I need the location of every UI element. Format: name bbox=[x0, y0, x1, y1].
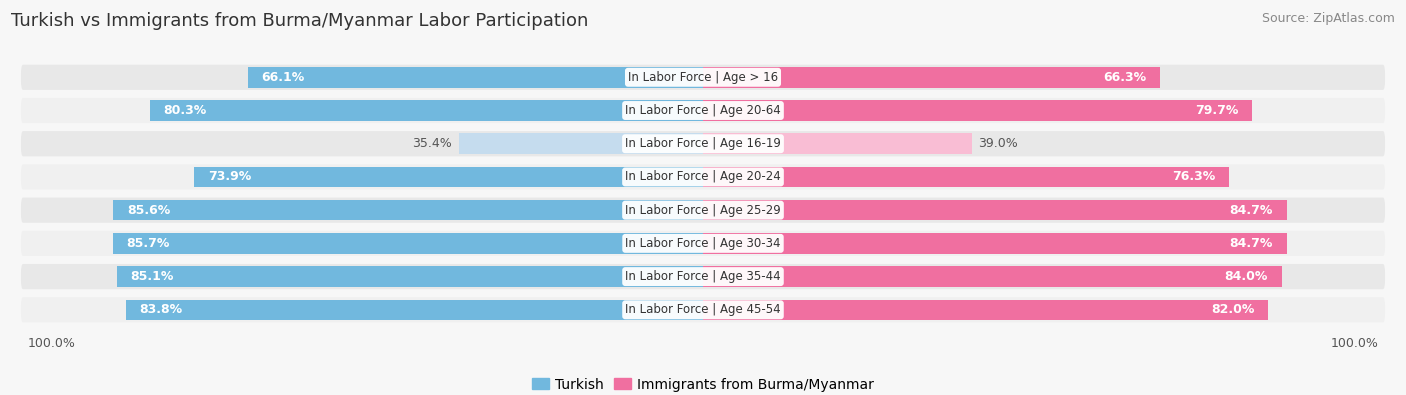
Bar bbox=[112, 233, 703, 254]
FancyBboxPatch shape bbox=[21, 131, 1385, 156]
Text: 84.7%: 84.7% bbox=[1229, 237, 1272, 250]
Bar bbox=[114, 200, 703, 220]
FancyBboxPatch shape bbox=[21, 198, 1385, 223]
Bar bbox=[703, 134, 972, 154]
Bar bbox=[703, 100, 1253, 121]
Bar bbox=[703, 67, 1160, 88]
Bar bbox=[460, 134, 703, 154]
Bar bbox=[703, 233, 1286, 254]
Text: 39.0%: 39.0% bbox=[979, 137, 1018, 150]
Text: 100.0%: 100.0% bbox=[1330, 337, 1378, 350]
Text: 79.7%: 79.7% bbox=[1195, 104, 1239, 117]
Bar bbox=[703, 299, 1268, 320]
Bar bbox=[703, 200, 1286, 220]
Text: Turkish vs Immigrants from Burma/Myanmar Labor Participation: Turkish vs Immigrants from Burma/Myanmar… bbox=[11, 12, 589, 30]
Text: 84.0%: 84.0% bbox=[1225, 270, 1268, 283]
Text: 35.4%: 35.4% bbox=[412, 137, 453, 150]
Text: 66.3%: 66.3% bbox=[1102, 71, 1146, 84]
Text: 85.7%: 85.7% bbox=[127, 237, 170, 250]
FancyBboxPatch shape bbox=[21, 231, 1385, 256]
Text: 76.3%: 76.3% bbox=[1171, 170, 1215, 183]
Text: 85.1%: 85.1% bbox=[131, 270, 174, 283]
Text: In Labor Force | Age 20-64: In Labor Force | Age 20-64 bbox=[626, 104, 780, 117]
Text: 66.1%: 66.1% bbox=[262, 71, 305, 84]
Legend: Turkish, Immigrants from Burma/Myanmar: Turkish, Immigrants from Burma/Myanmar bbox=[527, 372, 879, 395]
Text: 73.9%: 73.9% bbox=[208, 170, 250, 183]
Text: In Labor Force | Age 16-19: In Labor Force | Age 16-19 bbox=[626, 137, 780, 150]
FancyBboxPatch shape bbox=[21, 164, 1385, 190]
Bar bbox=[117, 266, 703, 287]
Text: 85.6%: 85.6% bbox=[127, 204, 170, 217]
Text: 82.0%: 82.0% bbox=[1211, 303, 1254, 316]
Text: In Labor Force | Age 30-34: In Labor Force | Age 30-34 bbox=[626, 237, 780, 250]
Text: In Labor Force | Age > 16: In Labor Force | Age > 16 bbox=[628, 71, 778, 84]
Text: 83.8%: 83.8% bbox=[139, 303, 183, 316]
Text: In Labor Force | Age 20-24: In Labor Force | Age 20-24 bbox=[626, 170, 780, 183]
Bar bbox=[150, 100, 703, 121]
FancyBboxPatch shape bbox=[21, 297, 1385, 322]
Text: Source: ZipAtlas.com: Source: ZipAtlas.com bbox=[1261, 12, 1395, 25]
Text: 100.0%: 100.0% bbox=[28, 337, 76, 350]
Text: 80.3%: 80.3% bbox=[163, 104, 207, 117]
FancyBboxPatch shape bbox=[21, 264, 1385, 289]
Bar bbox=[247, 67, 703, 88]
FancyBboxPatch shape bbox=[21, 65, 1385, 90]
Text: In Labor Force | Age 45-54: In Labor Force | Age 45-54 bbox=[626, 303, 780, 316]
Bar bbox=[125, 299, 703, 320]
Bar bbox=[194, 167, 703, 187]
Bar bbox=[703, 266, 1282, 287]
Text: In Labor Force | Age 35-44: In Labor Force | Age 35-44 bbox=[626, 270, 780, 283]
Text: In Labor Force | Age 25-29: In Labor Force | Age 25-29 bbox=[626, 204, 780, 217]
Text: 84.7%: 84.7% bbox=[1229, 204, 1272, 217]
Bar bbox=[703, 167, 1229, 187]
FancyBboxPatch shape bbox=[21, 98, 1385, 123]
